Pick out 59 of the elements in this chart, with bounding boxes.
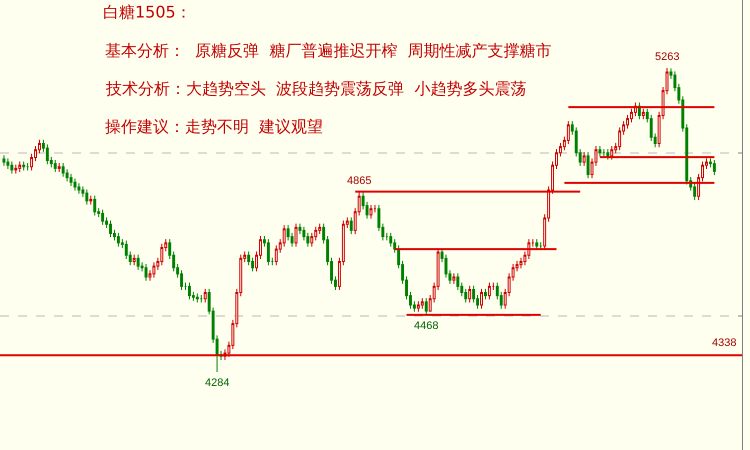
candlestick [424,298,428,316]
candlestick [602,148,606,158]
candlestick [2,154,6,166]
candlestick [18,160,22,173]
annotation: 技术分析：大趋势空头 波段趋势震荡反弹 小趋势多头震荡 [105,79,526,98]
candlestick [116,232,120,248]
candlestick [370,204,372,220]
candlestick [204,288,207,303]
candlestick [93,195,96,216]
candlestick [488,282,491,300]
candlestick [6,158,10,170]
candlestick [62,162,65,178]
candlestick [26,162,30,171]
annotation: 5263 [655,51,680,63]
candlestick [74,178,76,192]
candlestick [70,173,73,187]
candlestick [200,294,203,303]
candlestick [144,263,148,282]
candlestick [598,145,602,158]
annotation: 4468 [414,320,438,332]
candlestick [420,298,424,310]
candlestick [468,285,472,303]
candlestick [294,223,298,248]
candlestick [642,108,645,120]
candlestick [10,160,14,174]
candlestick [160,243,164,266]
candlestick [582,152,586,166]
annotation: 操作建议：走势不明 建议观望 [105,117,324,136]
candlestick [89,195,92,206]
candlestick [22,160,26,171]
candlestick [14,164,18,174]
candlestick [136,254,140,270]
candlestick [416,300,420,312]
candlestick [58,162,61,173]
candlestick [350,216,353,235]
candlestick [484,288,487,300]
annotation: 基本分析： 原糖反弹 糖厂普遍推迟开榨 周期性减产支撑糖市 [105,41,552,60]
candlestick [712,159,716,176]
candlestick [188,282,191,300]
candlestick [539,242,542,250]
candlestick [535,238,538,250]
candlestick [101,209,104,226]
chart-title: 白糖1505： [103,2,192,22]
candlestick [152,262,156,278]
annotation: 4865 [347,175,372,187]
candlestick [452,272,456,284]
ref-line-label: 4338 [712,337,736,349]
candlestick [46,144,49,165]
candlestick [85,188,88,206]
candlestick [606,148,610,160]
annotation: 4284 [205,377,230,389]
candlestick [586,152,590,179]
candlestick [77,182,80,194]
candlestick [132,254,136,266]
candlestick [109,220,112,238]
candlestick [196,292,199,303]
candlestick [480,288,483,310]
candlestick [54,159,57,173]
candlestick [266,238,270,266]
